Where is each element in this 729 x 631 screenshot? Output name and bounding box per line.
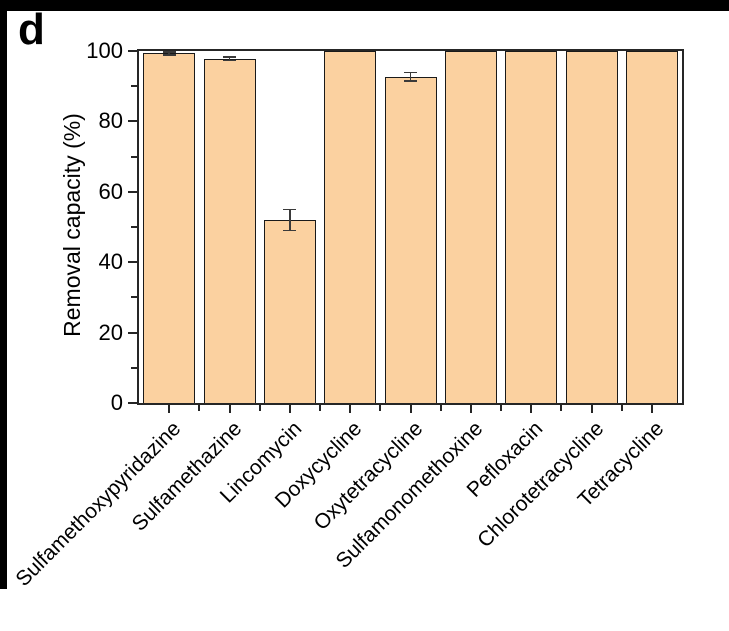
x-axis-minor-tick: [439, 405, 442, 411]
bar: [143, 53, 196, 403]
x-axis-category-label: Sulfamethoxypyridazine: [11, 417, 186, 591]
x-axis-major-tick: [650, 405, 653, 413]
bar: [505, 51, 558, 403]
x-axis-major-tick: [469, 405, 472, 413]
x-axis-major-tick: [228, 405, 231, 413]
y-axis-major-tick: [128, 50, 137, 52]
error-bar-cap-top: [162, 51, 176, 53]
figure-panel: d Removal capacity (%) 0 20 40 60 80 100 Sulfa…: [0, 0, 729, 591]
y-axis-major-tick: [128, 331, 137, 334]
y-axis-tick-label: 100: [86, 38, 123, 63]
y-axis-major-tick: [128, 190, 137, 193]
y-axis-tick-label: 40: [98, 249, 123, 275]
error-bar-cap-top: [404, 71, 417, 74]
error-bar-cap-top: [223, 56, 236, 58]
error-bar: [228, 56, 231, 61]
bar: [263, 219, 316, 403]
plot-area: 0 20 40 60 80 100 Sulfamethoxypyridazine Sulfam…: [12, 39, 684, 591]
x-axis-minor-tick: [500, 405, 502, 411]
bar: [324, 51, 377, 403]
panel-label: d: [18, 5, 45, 54]
y-axis-minor-tick: [131, 155, 137, 158]
error-bar-cap-bottom: [223, 59, 236, 62]
x-axis-minor-tick: [560, 405, 563, 411]
figure-border-left: [0, 0, 7, 589]
y-axis-minor-tick: [131, 226, 137, 228]
error-bar-cap-top: [283, 208, 297, 211]
error-bar-cap-bottom: [404, 80, 417, 82]
y-axis-major-tick: [128, 402, 137, 404]
y-axis-minor-tick: [131, 85, 137, 88]
x-axis-major-tick: [530, 405, 533, 413]
x-axis-minor-tick: [198, 405, 201, 411]
bar: [625, 51, 678, 403]
bar: [203, 58, 256, 403]
y-axis-minor-tick: [131, 296, 137, 299]
figure-border-top: [0, 0, 729, 11]
y-axis-tick-label: 0: [110, 390, 123, 415]
y-axis-minor-tick: [131, 366, 137, 369]
error-bar-cap-bottom: [283, 229, 297, 232]
y-axis-tick-label: 20: [98, 319, 123, 345]
error-bar: [409, 72, 412, 81]
y-axis-tick-label: 60: [98, 178, 123, 204]
bar: [444, 51, 497, 403]
y-axis-tick-label: 80: [98, 108, 123, 134]
x-axis-major-tick: [590, 405, 593, 413]
error-bar: [168, 52, 170, 55]
x-axis-major-tick: [288, 405, 291, 413]
x-axis-minor-tick: [258, 405, 261, 411]
error-bar-cap-bottom: [162, 54, 176, 56]
x-axis-minor-tick: [319, 405, 321, 411]
x-axis-minor-tick: [620, 405, 623, 411]
x-axis-major-tick: [168, 405, 171, 413]
x-axis-major-tick: [409, 405, 412, 413]
error-bar: [289, 209, 291, 231]
bar: [565, 51, 618, 403]
x-axis-major-tick: [349, 405, 352, 413]
y-axis-label: Removal capacity (%): [58, 113, 85, 337]
x-axis-minor-tick: [379, 405, 382, 411]
y-axis-major-tick: [128, 120, 137, 123]
bar: [384, 76, 437, 403]
y-axis-major-tick: [128, 261, 137, 264]
